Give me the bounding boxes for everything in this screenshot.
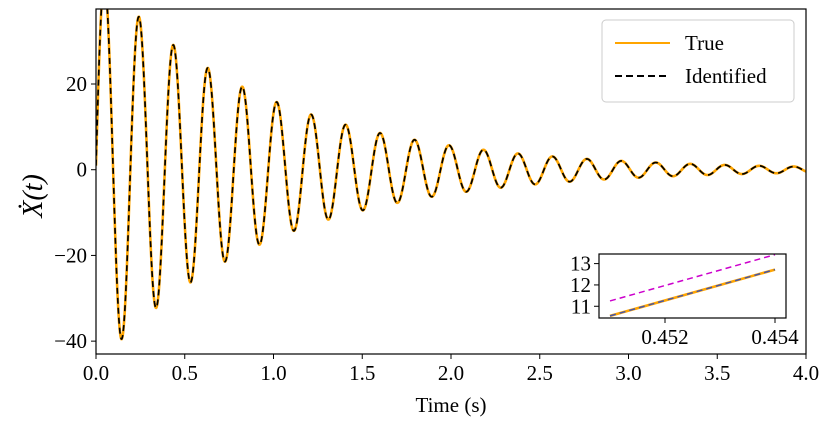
x-tick-label: 2.0 [438,361,464,385]
x-tick-label: 4.0 [793,361,819,385]
main-x-axis: 0.0 0.5 1.0 1.5 2.0 2.5 3.0 3.5 4.0 [83,354,819,385]
x-tick-label: 3.5 [704,361,730,385]
inset-series-group [609,254,776,318]
inset-y-tick-label: 13 [570,252,591,276]
inset-y-tick-label: 12 [570,273,591,297]
legend: True Identified [601,19,795,103]
main-series-group [96,9,806,341]
inset-offset-line [609,254,776,302]
inset-y-tick-label: 11 [571,294,591,318]
legend-box [601,19,795,103]
y-tick-label: 20 [66,72,87,96]
x-tick-label: 3.0 [615,361,641,385]
inset-x-axis: 0.452 0.454 [641,318,799,349]
x-tick-label: 0.0 [83,361,109,385]
inset-axes-frame [598,253,787,319]
inset-background [599,254,786,318]
x-tick-label: 2.5 [527,361,553,385]
main-y-axis: −40 −20 0 20 [54,72,96,353]
legend-identified-label: Identified [685,64,767,88]
x-tick-label: 0.5 [172,361,198,385]
x-tick-label: 1.0 [260,361,286,385]
legend-true-label: True [685,31,724,55]
inset-x-tick-label: 0.452 [641,325,688,349]
inset-x-tick-label: 0.454 [751,325,799,349]
y-tick-label: 0 [77,158,88,182]
series-identified-line [96,9,806,340]
inset-identified-line [609,268,776,317]
x-tick-label: 1.5 [349,361,375,385]
y-tick-label: −20 [54,243,87,267]
x-axis-label: Time (s) [416,393,487,417]
y-tick-label: −40 [54,329,87,353]
y-axis-label: Ẋ(t) [18,174,49,219]
